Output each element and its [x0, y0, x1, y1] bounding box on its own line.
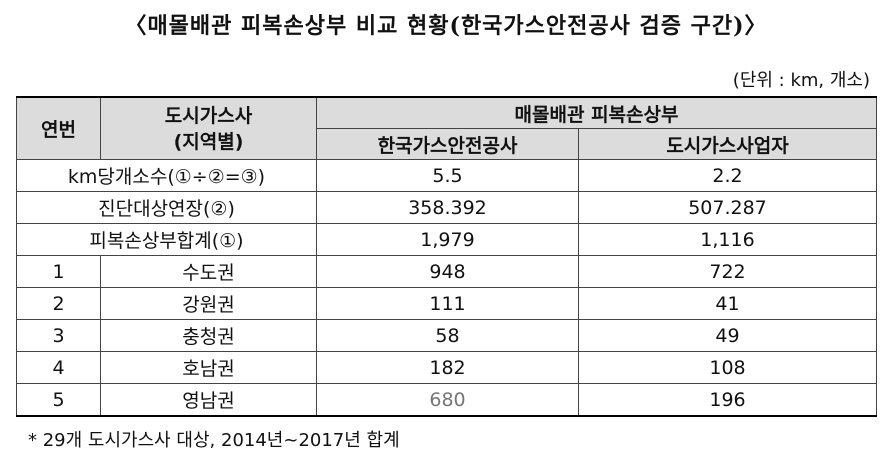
summary-kgs: 358.392: [316, 191, 579, 224]
table-row: 4 호남권 182 108: [16, 351, 877, 384]
summary-city: 507.287: [578, 191, 877, 224]
row-city: 196: [578, 383, 877, 417]
header-company: 도시가스사 (지역별): [100, 96, 317, 160]
summary-row: km당개소수(①÷②=③) 5.5 2.2: [16, 159, 877, 192]
row-number: 2: [16, 287, 101, 320]
row-region: 수도권: [100, 255, 317, 288]
row-city: 49: [578, 319, 877, 352]
row-city: 722: [578, 255, 877, 288]
row-region: 강원권: [100, 287, 317, 320]
comparison-table: 연번 도시가스사 (지역별) 매몰배관 피복손상부 한국가스안전공사 도시가스사…: [16, 96, 877, 417]
summary-kgs: 1,979: [316, 223, 579, 256]
summary-label: 진단대상연장(②): [16, 191, 317, 224]
row-region: 충청권: [100, 319, 317, 352]
row-kgs: 111: [316, 287, 579, 320]
row-number: 4: [16, 351, 101, 384]
unit-note: (단위 : km, 개소): [732, 70, 870, 91]
table-row: 5 영남권 680 196: [16, 383, 877, 417]
table-row: 3 충청권 58 49: [16, 319, 877, 352]
row-number: 1: [16, 255, 101, 288]
document-title: 〈매몰배관 피복손상부 비교 현황(한국가스안전공사 검증 구간)〉: [124, 13, 768, 39]
row-kgs: 680: [316, 383, 579, 417]
header-row-1: 연번 도시가스사 (지역별) 매몰배관 피복손상부: [16, 96, 877, 160]
header-row-2: 한국가스안전공사 도시가스사업자: [17, 128, 877, 160]
row-number: 5: [16, 383, 101, 417]
row-number: 3: [16, 319, 101, 352]
summary-city: 1,116: [578, 223, 877, 256]
summary-label: km당개소수(①÷②=③): [16, 159, 317, 192]
summary-row: 피복손상부합계(①) 1,979 1,116: [16, 223, 877, 256]
summary-kgs: 5.5: [316, 159, 579, 192]
table-row: 2 강원권 111 41: [16, 287, 877, 320]
row-kgs: 58: [316, 319, 579, 352]
header-group: 매몰배관 피복손상부: [316, 96, 877, 129]
header-city: 도시가스사업자: [578, 128, 877, 160]
row-region: 영남권: [100, 383, 317, 417]
row-kgs: 948: [316, 255, 579, 288]
row-city: 108: [578, 351, 877, 384]
table-row: 1 수도권 948 722: [16, 255, 877, 288]
summary-city: 2.2: [578, 159, 877, 192]
header-kgs: 한국가스안전공사: [316, 128, 579, 160]
header-year: 연번: [16, 96, 101, 160]
row-kgs: 182: [316, 351, 579, 384]
summary-row: 진단대상연장(②) 358.392 507.287: [16, 191, 877, 224]
row-region: 호남권: [100, 351, 317, 384]
footnote: * 29개 도시가스사 대상, 2014년~2017년 합계: [28, 430, 400, 451]
summary-label: 피복손상부합계(①): [16, 223, 317, 256]
row-city: 41: [578, 287, 877, 320]
